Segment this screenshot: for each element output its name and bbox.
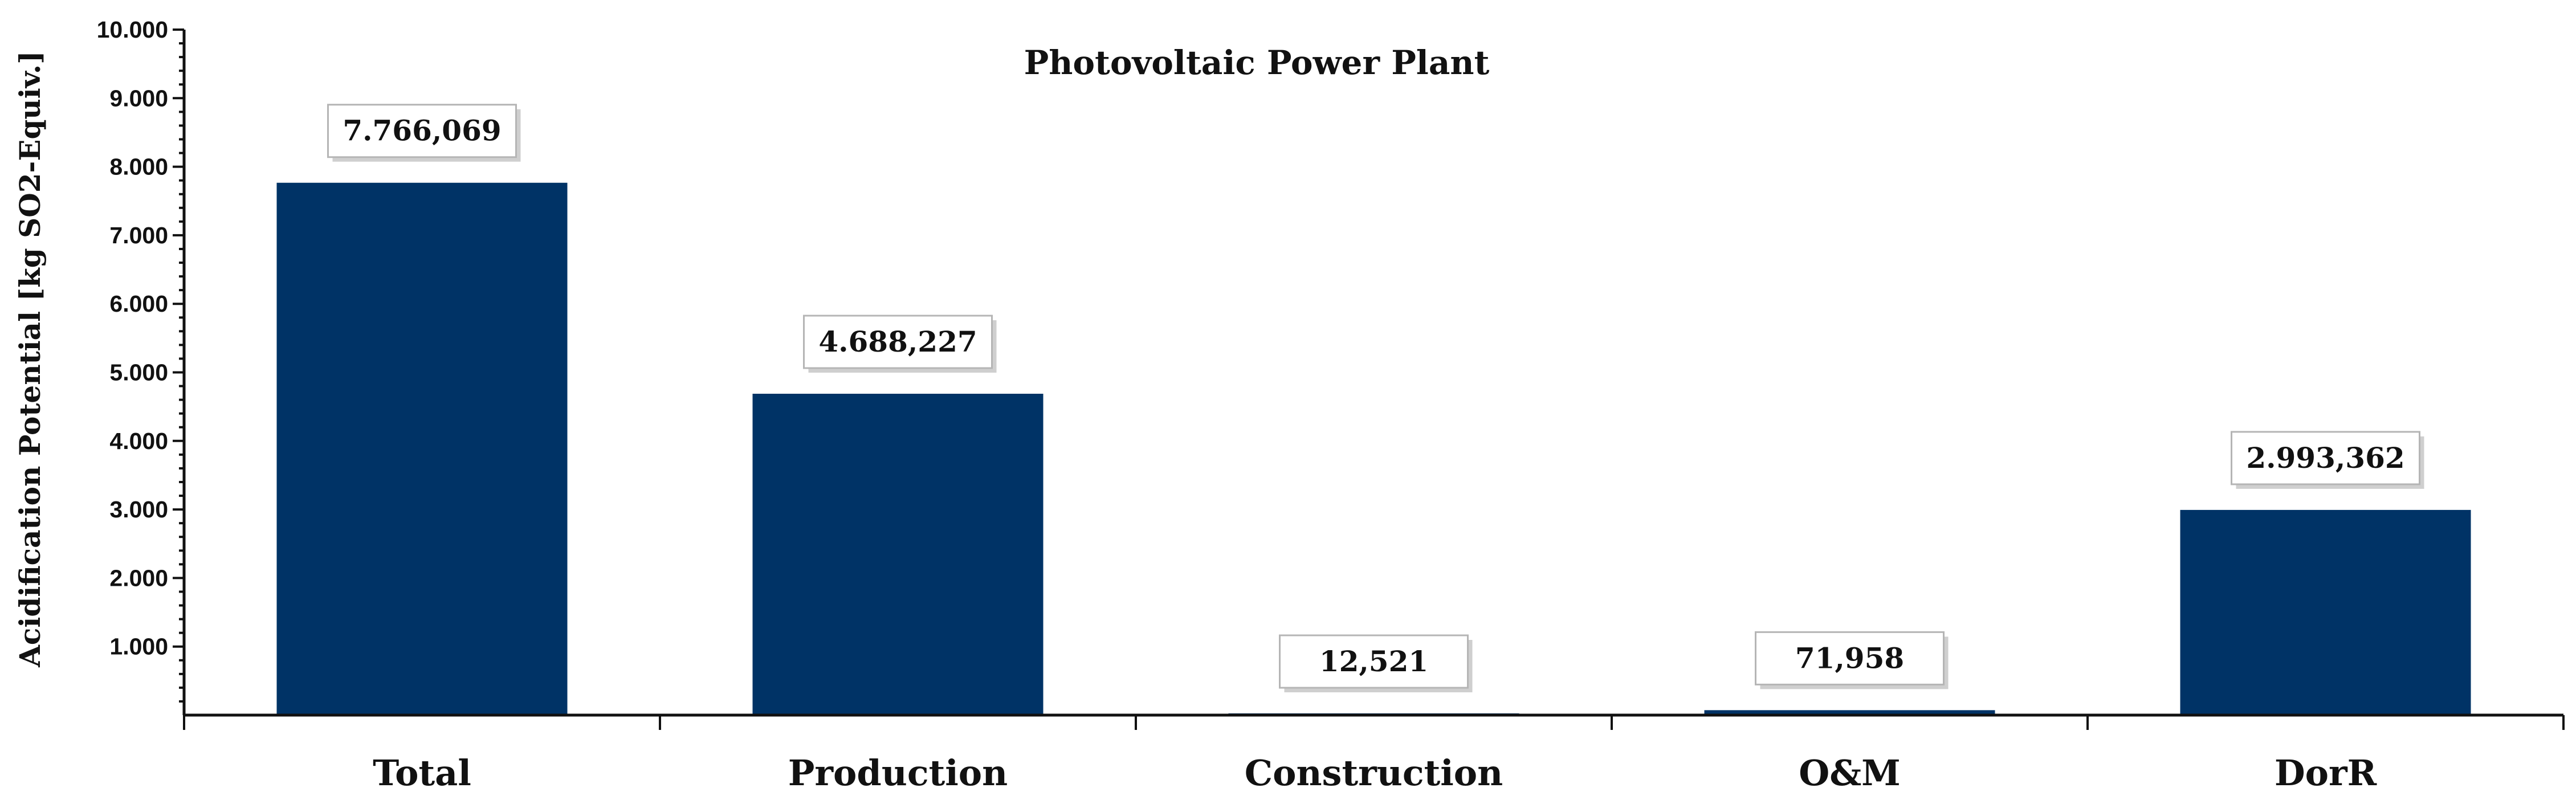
data-label: 71,958 bbox=[1755, 631, 1949, 689]
data-label-text: 7.766,069 bbox=[343, 114, 501, 148]
y-axis-label: Acidification Potential [kg SO2-Equiv.] bbox=[13, 51, 47, 668]
y-tick-label: 4.000 bbox=[109, 428, 168, 454]
bars bbox=[276, 182, 2471, 715]
data-label-text: 12,521 bbox=[1319, 644, 1428, 678]
data-label: 2.993,362 bbox=[2231, 431, 2424, 489]
data-label-text: 4.688,227 bbox=[818, 325, 977, 358]
x-tick-label: Construction bbox=[1245, 752, 1503, 794]
data-label: 12,521 bbox=[1279, 634, 1473, 692]
data-label-text: 71,958 bbox=[1795, 641, 1904, 675]
data-label-box bbox=[1279, 634, 1469, 689]
x-tick-label: Total bbox=[373, 752, 471, 794]
chart-title: Photovoltaic Power Plant bbox=[1024, 43, 1490, 82]
y-tick-label: 1.000 bbox=[109, 634, 168, 660]
data-label-box bbox=[803, 315, 993, 369]
data-label: 4.688,227 bbox=[803, 315, 997, 373]
data-labels: 7.766,069 4.688,227 12,521 71,958 2.993,362 bbox=[327, 104, 2424, 692]
y-tick-label: 2.000 bbox=[109, 565, 168, 591]
x-tick-label: O&M bbox=[1799, 752, 1901, 794]
x-axis-ticks: Total Production Construction O&M DorR bbox=[183, 715, 2565, 794]
y-tick-label: 5.000 bbox=[109, 360, 168, 386]
y-tick-label: 3.000 bbox=[109, 496, 168, 523]
data-label-text: 2.993,362 bbox=[2246, 441, 2404, 475]
data-label: 7.766,069 bbox=[327, 104, 521, 162]
y-axis-ticks: 1.000 2.000 3.000 4.000 5.000 6.000 7.000 8.000… bbox=[97, 17, 184, 703]
y-tick-label: 8.000 bbox=[109, 154, 168, 180]
y-tick-label: 10.000 bbox=[97, 17, 168, 43]
data-label-box bbox=[2231, 431, 2420, 485]
x-tick-label: Production bbox=[788, 752, 1008, 794]
data-label-box bbox=[1755, 631, 1945, 685]
bar bbox=[276, 182, 568, 715]
y-tick-label: 6.000 bbox=[109, 291, 168, 317]
data-label-box bbox=[327, 104, 517, 158]
y-tick-label: 9.000 bbox=[109, 85, 168, 111]
bar bbox=[1704, 710, 1995, 715]
bar bbox=[2180, 509, 2471, 715]
y-tick-label: 7.000 bbox=[109, 222, 168, 248]
bar bbox=[752, 394, 1044, 715]
x-tick-label: DorR bbox=[2275, 752, 2377, 794]
